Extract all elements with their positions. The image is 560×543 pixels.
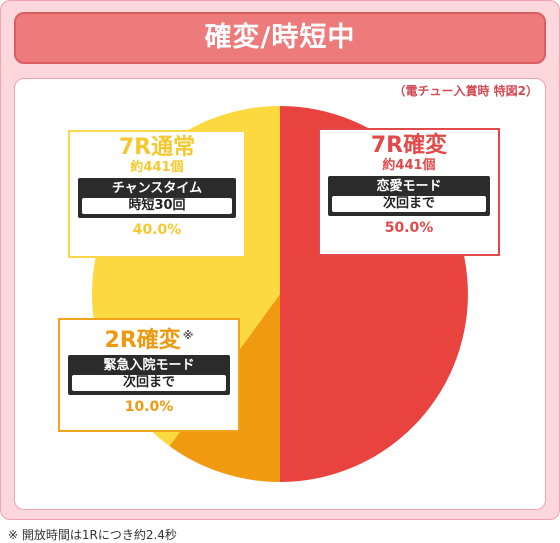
slice-name: 7R通常 — [118, 135, 196, 160]
source-note: （電チュー入賞時 特図2） — [393, 84, 538, 98]
mode-box: 緊急入院モード 次回まで — [68, 355, 230, 395]
mode-name: チャンスタイム — [111, 181, 203, 196]
label-2r-kakuhen: 2R確変 ※ 緊急入院モード 次回まで 10.0% — [58, 318, 240, 432]
slice-percent: 10.0% — [124, 399, 174, 415]
mode-name: 緊急入院モード — [103, 358, 195, 373]
mode-duration: 時短30回 — [82, 198, 232, 214]
slice-percent: 40.0% — [132, 222, 182, 238]
slice-name: 2R確変 ※ — [60, 324, 238, 353]
slice-count: 約441個 — [130, 160, 184, 175]
chart-title: 確変/時短中 — [14, 12, 546, 64]
note-mark: ※ — [182, 329, 194, 342]
footnote: ※ 開放時間は1Rにつき約2.4秒 — [8, 528, 177, 542]
mode-duration: 次回まで — [332, 196, 486, 212]
slice-count: 約441個 — [382, 158, 436, 173]
mode-duration: 次回まで — [72, 375, 226, 391]
slice-percent: 50.0% — [384, 220, 434, 236]
mode-name: 恋愛モード — [376, 179, 442, 194]
label-7r-tsujo: 7R通常 約441個 チャンスタイム 時短30回 40.0% — [68, 130, 246, 258]
mode-box: 恋愛モード 次回まで — [328, 176, 490, 216]
label-7r-kakuhen: 7R確変 約441個 恋愛モード 次回まで 50.0% — [318, 128, 500, 256]
slice-name-text: 2R確変 — [104, 328, 181, 353]
slice-name: 7R確変 — [370, 133, 448, 158]
mode-box: チャンスタイム 時短30回 — [78, 178, 236, 218]
